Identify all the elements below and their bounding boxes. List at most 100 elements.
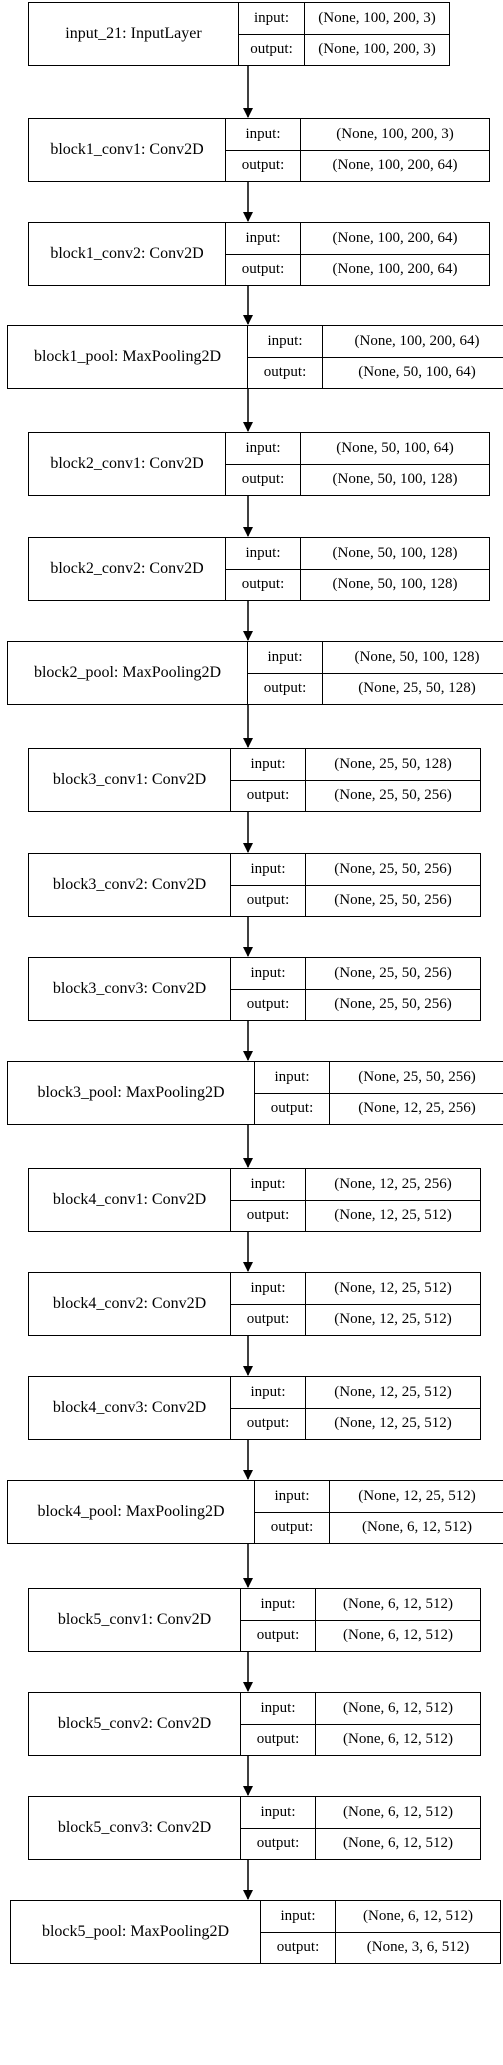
layer-name: block3_conv1: Conv2D: [29, 749, 231, 811]
io-labels: input: output:: [248, 642, 323, 704]
input-label: input:: [231, 1377, 305, 1409]
io-labels: input: output:: [241, 1797, 316, 1859]
io-values: (None, 50, 100, 64) (None, 50, 100, 128): [301, 433, 489, 495]
input-label: input:: [231, 854, 305, 886]
input-label: input:: [248, 326, 322, 358]
output-shape: (None, 12, 25, 512): [334, 1415, 452, 1432]
input-shape: (None, 100, 200, 64): [323, 326, 503, 358]
layer-name: block2_pool: MaxPooling2D: [8, 642, 248, 704]
layer-name: block4_pool: MaxPooling2D: [8, 1481, 255, 1543]
input-label: input:: [241, 1693, 315, 1725]
layer-node-block5-conv1: block5_conv1: Conv2D input: output: (None, …: [28, 1588, 481, 1652]
input-shape: (None, 6, 12, 512): [336, 1901, 500, 1933]
output-label: output:: [270, 1519, 314, 1536]
io-values: (None, 12, 25, 512) (None, 12, 25, 512): [306, 1377, 480, 1439]
layer-node-block2-pool: block2_pool: MaxPooling2D input: output: (N…: [7, 641, 503, 705]
output-label: output:: [246, 1207, 290, 1224]
output-label: output:: [246, 787, 290, 804]
layer-name: block2_conv1: Conv2D: [29, 433, 226, 495]
input-label: input:: [261, 1901, 335, 1933]
input-shape: (None, 25, 50, 256): [306, 854, 480, 886]
io-labels: input: output:: [255, 1481, 330, 1543]
output-label: output:: [250, 41, 293, 58]
output-shape: (None, 100, 200, 3): [318, 41, 436, 58]
io-labels: input: output:: [231, 1377, 306, 1439]
io-labels: input: output:: [231, 1273, 306, 1335]
io-labels: input: output:: [231, 958, 306, 1020]
layer-node-block1-pool: block1_pool: MaxPooling2D input: output: (N…: [7, 325, 503, 389]
io-values: (None, 12, 25, 512) (None, 12, 25, 512): [306, 1273, 480, 1335]
io-labels: input: output:: [226, 119, 301, 181]
io-labels: input: output:: [226, 538, 301, 600]
io-labels: input: output:: [226, 223, 301, 285]
input-shape: (None, 50, 100, 64): [301, 433, 489, 465]
output-label: output:: [246, 892, 290, 909]
input-label: input:: [226, 538, 300, 570]
input-shape: (None, 6, 12, 512): [316, 1693, 480, 1725]
output-label: output:: [241, 471, 285, 488]
layer-node-block4-pool: block4_pool: MaxPooling2D input: output: (N…: [7, 1480, 503, 1544]
layer-name: block3_conv2: Conv2D: [29, 854, 231, 916]
output-label: output:: [263, 364, 307, 381]
input-shape: (None, 100, 200, 3): [301, 119, 489, 151]
layer-node-block4-conv1: block4_conv1: Conv2D input: output: (None, …: [28, 1168, 481, 1232]
input-label: input:: [241, 1589, 315, 1621]
output-shape: (None, 6, 12, 512): [362, 1519, 472, 1536]
input-shape: (None, 100, 200, 64): [301, 223, 489, 255]
io-values: (None, 6, 12, 512) (None, 3, 6, 512): [336, 1901, 500, 1963]
output-shape: (None, 12, 25, 512): [334, 1207, 452, 1224]
io-labels: input: output:: [241, 1589, 316, 1651]
input-shape: (None, 6, 12, 512): [316, 1589, 480, 1621]
io-labels: input: output:: [226, 433, 301, 495]
output-shape: (None, 3, 6, 512): [366, 1939, 470, 1956]
output-label: output:: [241, 157, 285, 174]
layer-node-block1-conv2: block1_conv2: Conv2D input: output: (None, …: [28, 222, 490, 286]
io-values: (None, 100, 200, 64) (None, 100, 200, 64): [301, 223, 489, 285]
output-label: output:: [256, 1835, 300, 1852]
input-label: input:: [226, 119, 300, 151]
output-label: output:: [246, 1311, 290, 1328]
input-label: input:: [231, 1273, 305, 1305]
output-label: output:: [246, 996, 290, 1013]
layer-name: block4_conv2: Conv2D: [29, 1273, 231, 1335]
layer-node-block4-conv3: block4_conv3: Conv2D input: output: (None, …: [28, 1376, 481, 1440]
output-shape: (None, 12, 25, 512): [334, 1311, 452, 1328]
output-shape: (None, 25, 50, 256): [334, 892, 452, 909]
input-label: input:: [226, 433, 300, 465]
input-label: input:: [231, 958, 305, 990]
layer-name: block3_conv3: Conv2D: [29, 958, 231, 1020]
output-shape: (None, 100, 200, 64): [332, 261, 458, 278]
input-label: input:: [248, 642, 322, 674]
input-shape: (None, 12, 25, 256): [306, 1169, 480, 1201]
io-labels: input: output:: [231, 1169, 306, 1231]
output-shape: (None, 50, 100, 128): [332, 471, 458, 488]
input-shape: (None, 100, 200, 3): [305, 3, 449, 35]
layer-name: block5_pool: MaxPooling2D: [11, 1901, 261, 1963]
output-shape: (None, 25, 50, 128): [358, 680, 476, 697]
layer-node-input-21: input_21: InputLayer input: output: (None, …: [28, 2, 450, 66]
layer-name: input_21: InputLayer: [29, 3, 239, 65]
output-label: output:: [256, 1731, 300, 1748]
layer-node-block2-conv2: block2_conv2: Conv2D input: output: (None, …: [28, 537, 490, 601]
io-labels: input: output:: [261, 1901, 336, 1963]
output-shape: (None, 6, 12, 512): [343, 1731, 453, 1748]
input-label: input:: [239, 3, 304, 35]
layer-node-block5-conv2: block5_conv2: Conv2D input: output: (None, …: [28, 1692, 481, 1756]
input-shape: (None, 25, 50, 128): [306, 749, 480, 781]
input-label: input:: [226, 223, 300, 255]
layer-name: block4_conv3: Conv2D: [29, 1377, 231, 1439]
output-shape: (None, 100, 200, 64): [332, 157, 458, 174]
input-shape: (None, 50, 100, 128): [323, 642, 503, 674]
input-shape: (None, 12, 25, 512): [306, 1273, 480, 1305]
io-values: (None, 6, 12, 512) (None, 6, 12, 512): [316, 1797, 480, 1859]
input-shape: (None, 12, 25, 512): [306, 1377, 480, 1409]
io-labels: input: output:: [239, 3, 305, 65]
output-shape: (None, 6, 12, 512): [343, 1627, 453, 1644]
layer-name: block1_conv2: Conv2D: [29, 223, 226, 285]
layer-node-block4-conv2: block4_conv2: Conv2D input: output: (None, …: [28, 1272, 481, 1336]
input-shape: (None, 25, 50, 256): [330, 1062, 503, 1094]
input-label: input:: [255, 1062, 329, 1094]
input-shape: (None, 6, 12, 512): [316, 1797, 480, 1829]
layer-name: block1_conv1: Conv2D: [29, 119, 226, 181]
